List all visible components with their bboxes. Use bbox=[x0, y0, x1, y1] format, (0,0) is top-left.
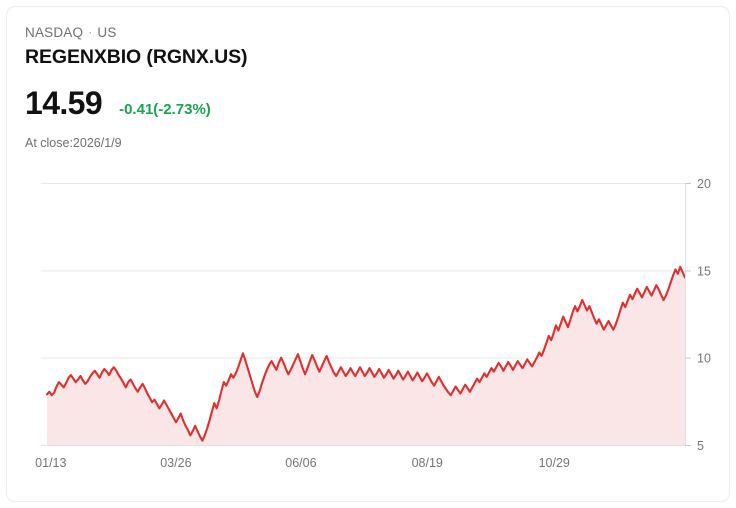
last-price: 14.59 bbox=[25, 85, 103, 121]
stock-quote-card: NASDAQ · US REGENXBIO (RGNX.US) 14.59 -0.4… bbox=[6, 6, 730, 502]
x-tick-label: 01/13 bbox=[35, 456, 66, 470]
x-tick-label: 08/19 bbox=[412, 456, 443, 470]
y-tick-label: 15 bbox=[697, 264, 711, 278]
page-title: REGENXBIO (RGNX.US) bbox=[25, 46, 248, 68]
y-tick-label: 5 bbox=[697, 439, 704, 453]
x-axis-labels: 01/13 03/26 06/06 08/19 10/29 bbox=[35, 456, 570, 470]
x-tick-label: 03/26 bbox=[160, 456, 191, 470]
y-tick-label: 20 bbox=[697, 177, 711, 191]
price-change: -0.41(-2.73%) bbox=[119, 101, 211, 118]
market-status-note: At close:2026/1/9 bbox=[25, 136, 122, 150]
exchange-name: NASDAQ bbox=[25, 25, 84, 40]
y-tick-label: 10 bbox=[697, 352, 711, 366]
x-tick-label: 06/06 bbox=[285, 456, 316, 470]
separator-dot: · bbox=[88, 25, 93, 39]
price-line bbox=[45, 265, 687, 442]
exchange-region-row: NASDAQ · US bbox=[25, 23, 711, 42]
price-chart[interactable]: 5 10 15 20 01/13 03/26 06/06 08/19 10/29 bbox=[7, 167, 730, 487]
price-area-fill bbox=[47, 266, 685, 445]
y-axis-labels: 5 10 15 20 bbox=[697, 177, 711, 453]
price-row: 14.59 -0.41(-2.73%) bbox=[25, 85, 711, 121]
chart-axis bbox=[41, 183, 691, 446]
region-name: US bbox=[97, 25, 117, 40]
price-chart-svg[interactable]: 5 10 15 20 01/13 03/26 06/06 08/19 10/29 bbox=[7, 167, 730, 487]
quote-header: NASDAQ · US REGENXBIO (RGNX.US) 14.59 -0.4… bbox=[25, 23, 711, 151]
x-tick-label: 10/29 bbox=[539, 456, 570, 470]
